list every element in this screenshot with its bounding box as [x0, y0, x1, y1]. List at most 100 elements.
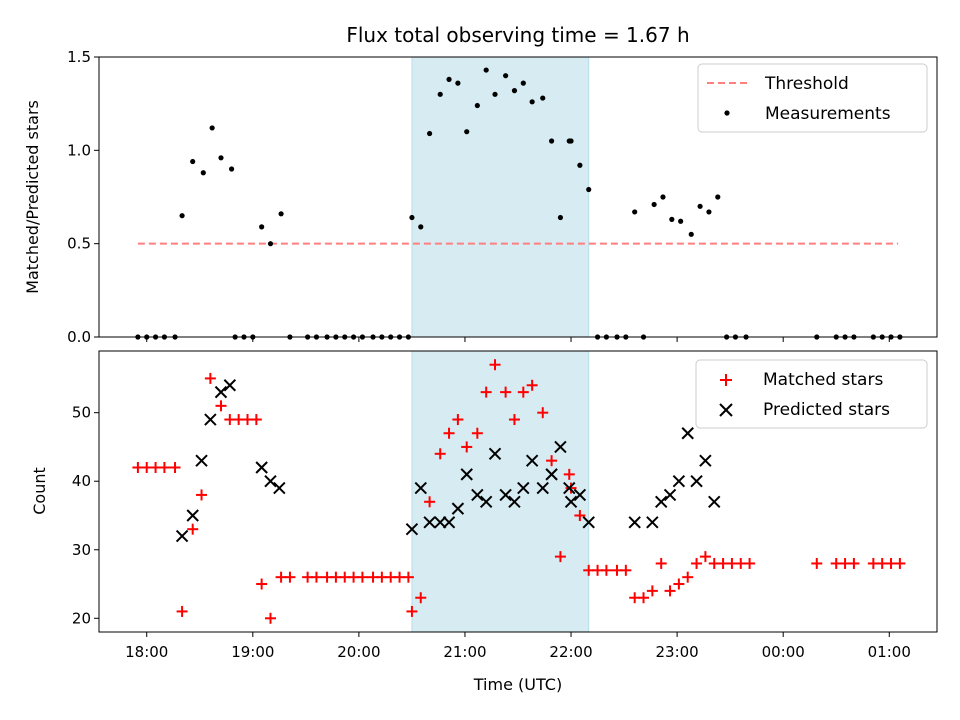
matched-star-point: [563, 468, 575, 480]
predicted-star-point: [434, 516, 447, 529]
matched-star-point: [744, 557, 756, 569]
matched-star-point: [537, 407, 549, 419]
measurement-point: [548, 138, 555, 144]
legend-matched-label: Matched stars: [763, 370, 883, 390]
predicted-star-point: [175, 529, 189, 543]
measurement-point: [568, 138, 574, 144]
predicted-star-point: [554, 440, 567, 454]
measurement-point: [190, 158, 196, 165]
bottom-y-tick-label: 30: [72, 541, 91, 559]
measurement-point: [209, 125, 215, 131]
measurement-point: [706, 209, 712, 215]
predicted-star-point: [414, 481, 427, 495]
legend-threshold-label: Threshold: [764, 74, 849, 94]
measurement-point: [678, 218, 684, 224]
matched-star-point: [664, 585, 676, 597]
predicted-star-point: [564, 495, 578, 508]
measurement-point: [651, 201, 657, 208]
matched-star-point: [169, 462, 181, 474]
matched-star-point: [158, 462, 170, 474]
predicted-star-point: [460, 468, 473, 481]
matched-star-point: [402, 571, 414, 583]
predicted-star-point: [708, 495, 721, 508]
measurement-point: [427, 130, 433, 137]
matched-star-point: [565, 482, 577, 494]
matched-star-point: [461, 441, 473, 453]
matched-star-point: [256, 578, 268, 590]
measurement-point: [577, 162, 583, 168]
measurement-point: [511, 88, 518, 94]
matched-star-point: [526, 379, 538, 391]
predicted-star-point: [255, 461, 268, 474]
predicted-star-point: [646, 516, 659, 529]
predicted-star-point: [195, 454, 208, 467]
matched-star-point: [517, 386, 529, 398]
measurement-point: [660, 194, 666, 200]
x-tick-label: 19:00: [231, 643, 274, 661]
predicted-star-point: [699, 454, 712, 467]
measurement-point: [715, 194, 721, 200]
measurement-point: [464, 129, 470, 135]
matched-star-point: [691, 557, 703, 569]
measurement-point: [418, 224, 424, 230]
top-y-axis-label: Matched/Predicted stars: [23, 100, 42, 294]
measurement-point: [688, 231, 694, 237]
predicted-star-point: [204, 413, 217, 426]
x-tick-label: 20:00: [337, 643, 380, 661]
matched-star-point: [638, 592, 650, 604]
matched-star-point: [480, 386, 492, 398]
matched-star-point: [699, 551, 711, 563]
matched-star-point: [204, 372, 216, 384]
predicted-star-point: [488, 447, 502, 461]
matched-star-point: [443, 427, 455, 439]
matched-star-point: [471, 427, 483, 439]
matched-star-point: [508, 414, 520, 426]
legend-matched-swatch: [720, 374, 732, 386]
predicted-star-point: [536, 481, 549, 495]
predicted-star-point: [442, 516, 456, 529]
bottom-y-tick-label: 40: [72, 472, 91, 490]
bottom-observing-span: [411, 350, 590, 633]
measurement-point: [228, 166, 235, 172]
matched-star-point: [574, 509, 586, 521]
predicted-star-point: [273, 481, 286, 495]
matched-star-point: [655, 557, 667, 569]
predicted-star-point: [223, 379, 237, 392]
bottom-y-tick-label: 20: [72, 609, 91, 627]
top-legend: Threshold Measurements: [697, 63, 928, 133]
measurement-point: [503, 73, 509, 79]
matched-star-point: [310, 571, 322, 583]
matched-star-point: [415, 592, 427, 604]
matched-star-point: [489, 359, 501, 371]
measurement-point: [669, 216, 675, 222]
matched-star-point: [894, 557, 906, 569]
matched-star-point: [215, 400, 227, 412]
measurement-point: [529, 99, 535, 105]
predicted-star-point: [681, 427, 694, 440]
matched-star-point: [620, 564, 632, 576]
matched-star-point: [811, 557, 823, 569]
predicted-star-point: [573, 488, 587, 502]
chart-title: Flux total observing time = 1.67 h: [346, 23, 689, 47]
measurement-point: [586, 186, 592, 193]
matched-star-point: [424, 496, 436, 508]
top-observing-span: [411, 56, 590, 338]
matched-star-point: [196, 489, 208, 501]
x-tick-label: 23:00: [655, 643, 698, 661]
predicted-star-point: [499, 488, 512, 502]
measurement-point: [474, 102, 480, 109]
x-tick-label: 00:00: [762, 643, 805, 661]
predicted-star-point: [654, 495, 668, 508]
x-tick-label: 22:00: [549, 643, 592, 661]
matched-star-point: [264, 612, 276, 624]
top-y-tick-label: 1.5: [67, 48, 91, 66]
matched-star-point: [187, 523, 199, 535]
legend-measurements-swatch: [724, 110, 730, 116]
top-plot-frame: [98, 56, 938, 338]
matched-star-point: [176, 605, 188, 617]
predicted-star-point: [545, 468, 558, 481]
matched-star-point: [356, 571, 368, 583]
legend-measurements-label: Measurements: [765, 104, 891, 124]
legend-predicted-label: Predicted stars: [763, 400, 890, 420]
top-panel: Flux total observing time = 1.67 h 0.0 0.…: [23, 23, 938, 346]
